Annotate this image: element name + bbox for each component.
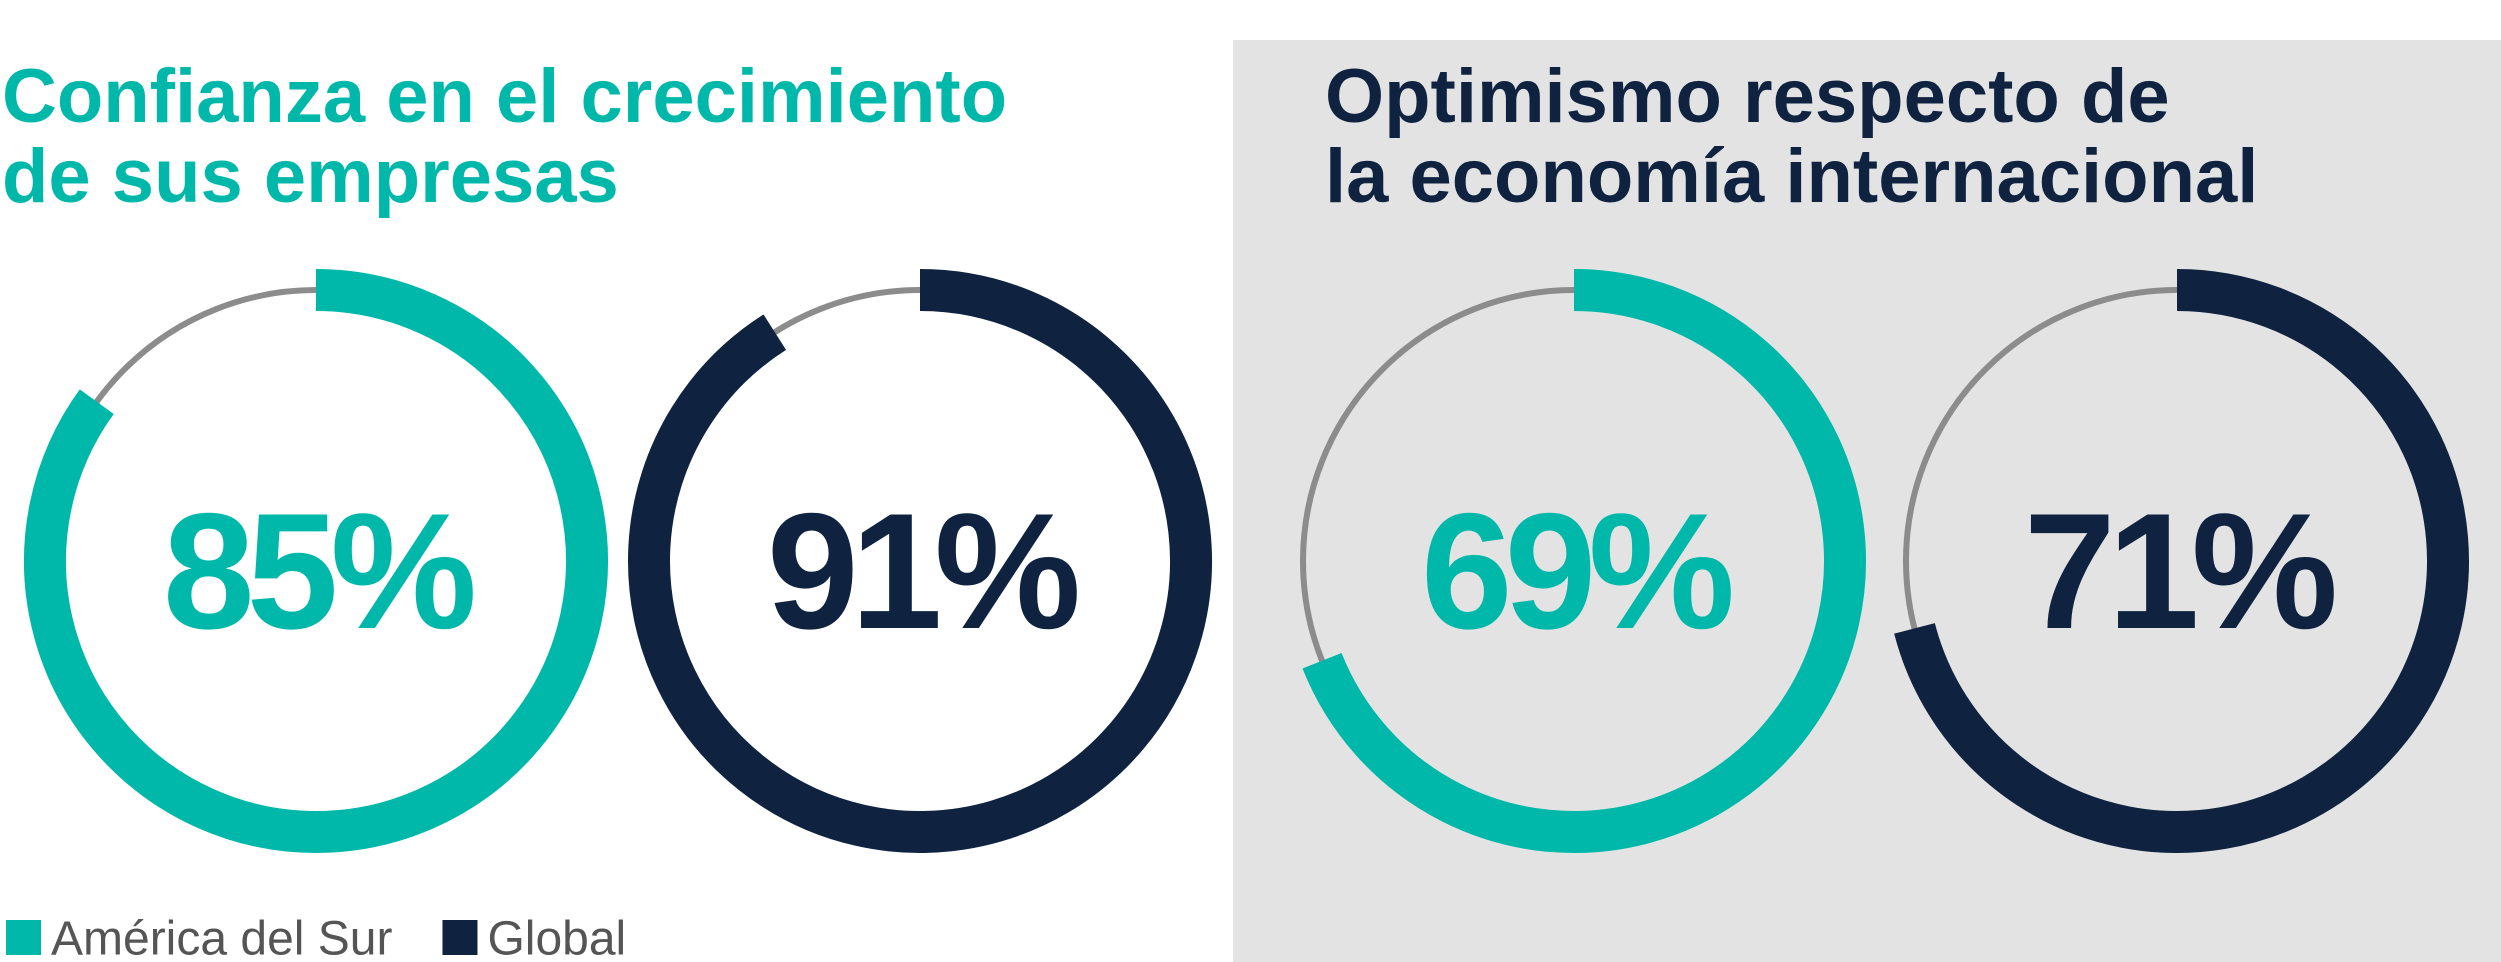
panel-title: Confianza en el crecimiento bbox=[2, 54, 1007, 139]
legend-label: América del Sur bbox=[51, 913, 392, 962]
value-label: 71% bbox=[2024, 479, 2335, 663]
legend-swatch bbox=[442, 920, 478, 955]
panel-title: la economía internacional bbox=[1325, 134, 2258, 219]
panel-title: Optimismo respecto de bbox=[1325, 54, 2170, 139]
gauge-arc bbox=[1894, 269, 2469, 853]
value-label: 91% bbox=[767, 479, 1078, 663]
gauge-arc bbox=[628, 269, 1212, 853]
legend-swatch bbox=[6, 920, 41, 955]
legend-label: Global bbox=[487, 913, 626, 962]
value-label: 69% bbox=[1421, 479, 1732, 663]
value-label: 85% bbox=[163, 479, 474, 663]
gauge-arc bbox=[24, 269, 608, 853]
panel-title: de sus empresas bbox=[2, 134, 619, 219]
gauge-arc bbox=[1302, 269, 1866, 853]
